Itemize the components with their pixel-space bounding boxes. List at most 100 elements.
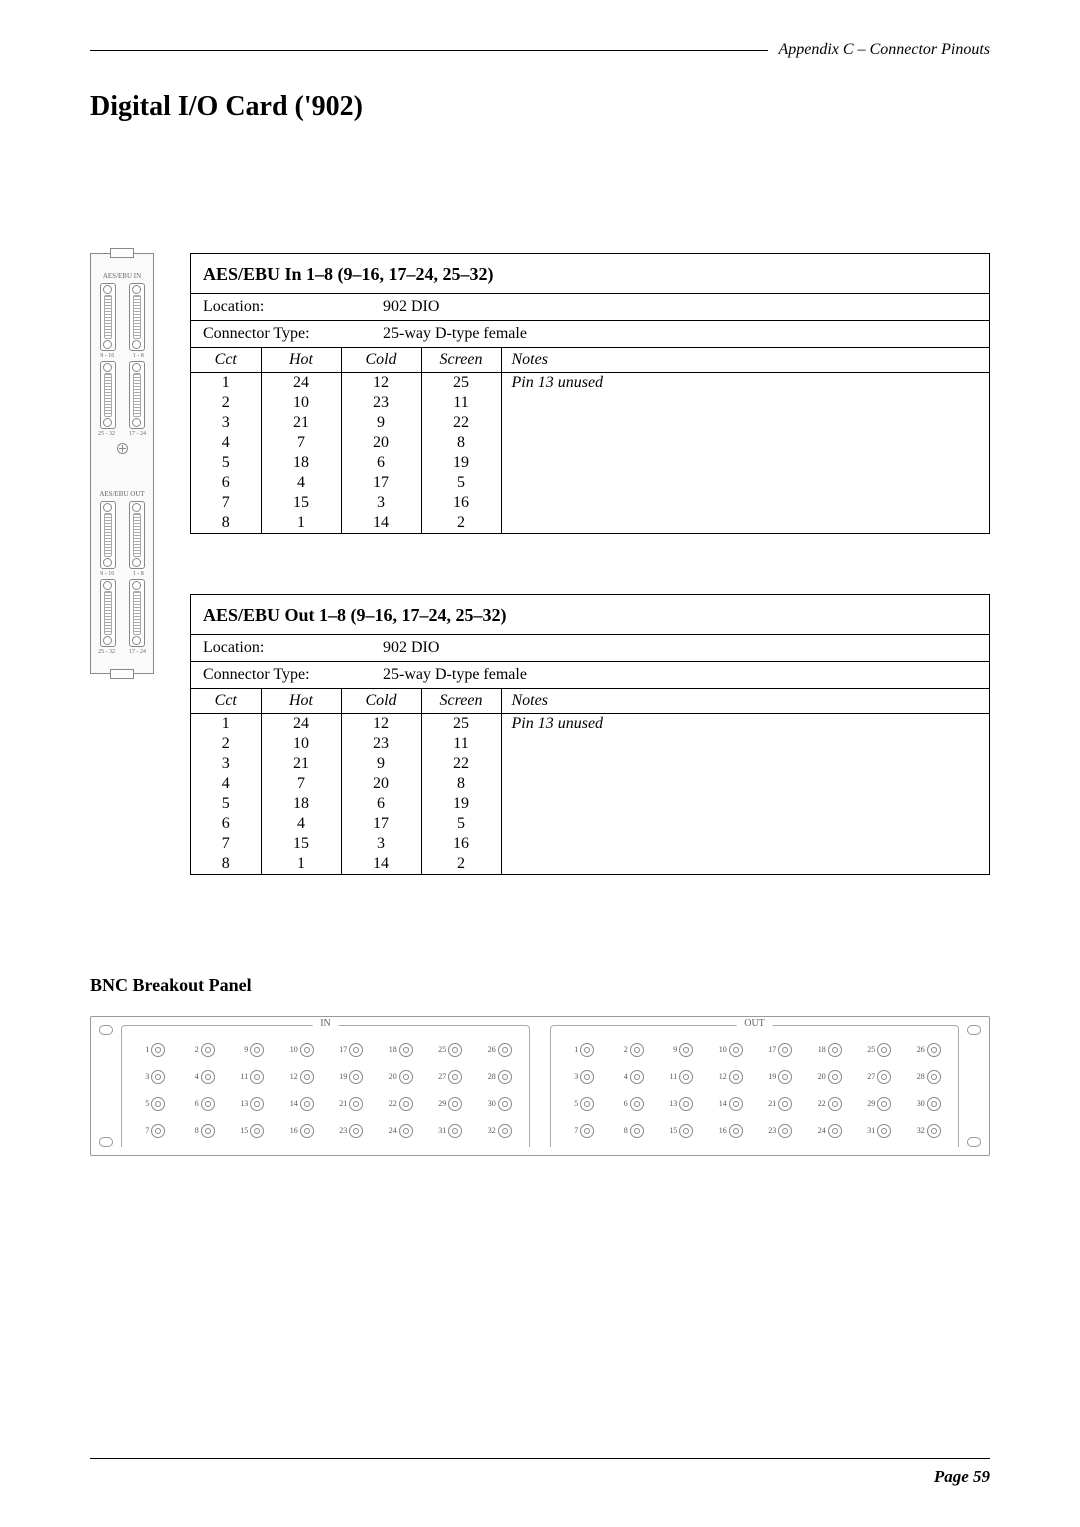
bnc-icon <box>201 1043 215 1057</box>
bnc-connector: 29 <box>427 1092 472 1116</box>
bnc-connector: 29 <box>856 1092 901 1116</box>
bnc-icon <box>630 1124 644 1138</box>
bnc-number: 1 <box>568 1046 578 1054</box>
bnc-icon <box>877 1097 891 1111</box>
bnc-connector: 2 <box>180 1038 225 1062</box>
bnc-number: 12 <box>288 1073 298 1081</box>
bnc-icon <box>729 1097 743 1111</box>
bnc-icon <box>151 1097 165 1111</box>
bnc-connector: 22 <box>807 1092 852 1116</box>
bnc-icon <box>828 1124 842 1138</box>
bnc-number: 11 <box>238 1073 248 1081</box>
bnc-icon <box>828 1070 842 1084</box>
bnc-connector: 4 <box>609 1065 654 1089</box>
cell-notes <box>501 453 989 473</box>
bnc-icon <box>927 1097 941 1111</box>
bnc-number: 13 <box>238 1100 248 1108</box>
bnc-number: 17 <box>337 1046 347 1054</box>
col-header: Cold <box>341 689 421 714</box>
meta-label: Location: <box>191 635 371 661</box>
bnc-icon <box>778 1070 792 1084</box>
bnc-number: 21 <box>766 1100 776 1108</box>
meta-row-location: Location: 902 DIO <box>191 635 989 662</box>
bnc-number: 5 <box>139 1100 149 1108</box>
bnc-connector: 15 <box>229 1119 274 1143</box>
bnc-icon <box>300 1097 314 1111</box>
bnc-icon <box>300 1124 314 1138</box>
table-row: 81142 <box>191 513 989 533</box>
bnc-number: 31 <box>436 1127 446 1135</box>
cell: 2 <box>421 854 501 874</box>
pinout-table-in: AES/EBU In 1–8 (9–16, 17–24, 25–32) Loca… <box>190 253 990 534</box>
bnc-connector: 1 <box>559 1038 604 1062</box>
bnc-number: 4 <box>618 1073 628 1081</box>
bnc-number: 11 <box>667 1073 677 1081</box>
bnc-icon <box>828 1097 842 1111</box>
bnc-number: 14 <box>288 1100 298 1108</box>
cell: 7 <box>191 834 261 854</box>
table-title: AES/EBU Out 1–8 (9–16, 17–24, 25–32) <box>191 595 989 635</box>
bnc-connector: 18 <box>378 1038 423 1062</box>
bnc-connector: 15 <box>658 1119 703 1143</box>
d-connector-icon <box>129 579 145 647</box>
cell-notes <box>501 393 989 413</box>
bnc-icon <box>778 1097 792 1111</box>
bnc-connector: 13 <box>658 1092 703 1116</box>
bnc-icon <box>630 1043 644 1057</box>
bnc-number: 22 <box>816 1100 826 1108</box>
conn-range-label: 1 - 8 <box>133 571 144 577</box>
bnc-connector: 8 <box>609 1119 654 1143</box>
conn-range-label: 9 - 16 <box>100 571 114 577</box>
cell: 11 <box>421 393 501 413</box>
meta-row-conntype: Connector Type: 25-way D-type female <box>191 321 989 348</box>
bnc-icon <box>498 1070 512 1084</box>
bnc-connector: 9 <box>658 1038 703 1062</box>
bnc-number: 30 <box>915 1100 925 1108</box>
bnc-icon <box>399 1097 413 1111</box>
conn-range-label: 17 - 24 <box>129 649 146 655</box>
cell: 10 <box>261 393 341 413</box>
cell: 7 <box>261 774 341 794</box>
bnc-icon <box>580 1070 594 1084</box>
bnc-connector: 13 <box>229 1092 274 1116</box>
tables-column: AES/EBU In 1–8 (9–16, 17–24, 25–32) Loca… <box>190 253 990 935</box>
cell: 17 <box>341 814 421 834</box>
cell: 7 <box>191 493 261 513</box>
bnc-icon <box>250 1070 264 1084</box>
col-header: Hot <box>261 689 341 714</box>
bnc-icon <box>498 1124 512 1138</box>
meta-value: 902 DIO <box>371 635 989 661</box>
bnc-icon <box>498 1043 512 1057</box>
bnc-number: 24 <box>816 1127 826 1135</box>
screw-icon <box>117 443 128 454</box>
cell: 21 <box>261 413 341 433</box>
col-header: Cold <box>341 348 421 373</box>
table-row: 47208 <box>191 774 989 794</box>
cell: 5 <box>421 473 501 493</box>
bnc-connector: 16 <box>279 1119 324 1143</box>
bnc-number: 15 <box>667 1127 677 1135</box>
table-row: 321922 <box>191 754 989 774</box>
cell: 14 <box>341 513 421 533</box>
bnc-connector: 21 <box>328 1092 373 1116</box>
cell: 15 <box>261 834 341 854</box>
mount-hole-icon <box>99 1137 113 1147</box>
bnc-connector: 11 <box>658 1065 703 1089</box>
cell: 18 <box>261 794 341 814</box>
bnc-connector: 26 <box>477 1038 522 1062</box>
bnc-section-in: IN 1291017182526341112192027285613142122… <box>121 1025 530 1147</box>
bnc-connector: 27 <box>427 1065 472 1089</box>
cell: 22 <box>421 413 501 433</box>
bnc-connector: 17 <box>328 1038 373 1062</box>
bnc-number: 12 <box>717 1073 727 1081</box>
bnc-number: 23 <box>337 1127 347 1135</box>
bnc-icon <box>729 1043 743 1057</box>
header-appendix: Appendix C – Connector Pinouts <box>768 41 990 59</box>
col-header: Screen <box>421 689 501 714</box>
bnc-number: 13 <box>667 1100 677 1108</box>
bnc-icon <box>498 1097 512 1111</box>
bnc-connector: 12 <box>279 1065 324 1089</box>
bnc-connector: 10 <box>279 1038 324 1062</box>
cell: 8 <box>421 433 501 453</box>
card-tab-bottom <box>110 669 134 679</box>
